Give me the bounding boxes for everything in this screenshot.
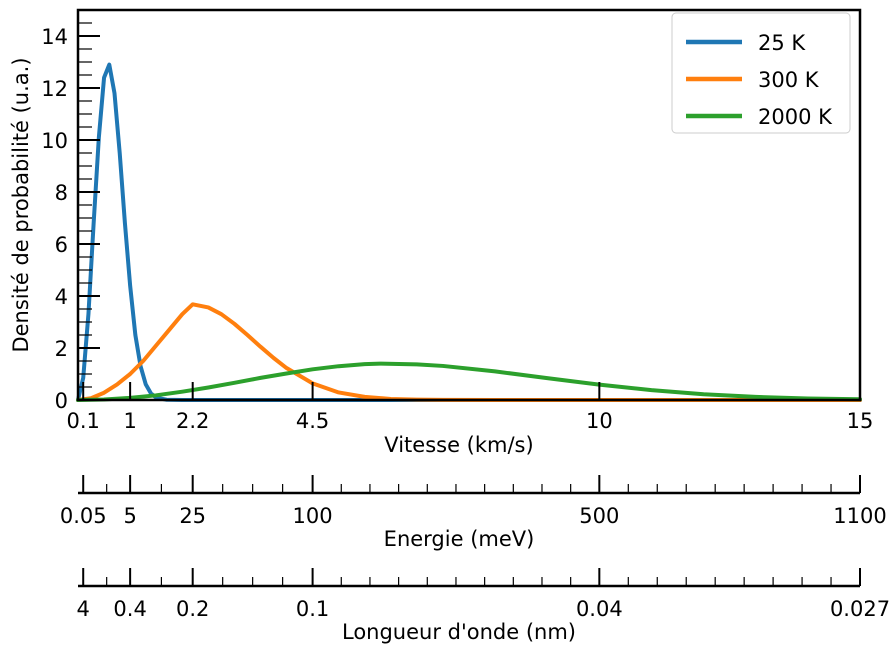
secondary-tick-label: 0.05 [60, 504, 107, 528]
secondary-tick-label: 4 [77, 597, 90, 621]
series-line-1 [76, 302, 862, 402]
secondary-tick-label: 100 [293, 504, 333, 528]
y-tick-label: 8 [55, 181, 68, 205]
x-tick-label: 0.1 [67, 409, 100, 433]
x-tick-label: 10 [586, 409, 613, 433]
y-tick-label: 14 [41, 25, 68, 49]
wavelength-axis: 4 0.4 0.2 0.1 0.04 0.027 [77, 568, 890, 621]
x-tick-label: 2.2 [176, 409, 209, 433]
legend-label: 25 K [758, 31, 806, 55]
x-tick-label: 1 [123, 409, 136, 433]
y-tick-label: 12 [41, 77, 68, 101]
y-tick-label: 0 [55, 389, 68, 413]
secondary-tick-label: 25 [179, 504, 206, 528]
secondary-tick-label: 0.1 [296, 597, 329, 621]
secondary-tick-label: 5 [123, 504, 136, 528]
legend-label: 300 K [758, 68, 820, 92]
y-tick-label: 4 [55, 285, 68, 309]
y-tick-label: 2 [55, 337, 68, 361]
x-tick-label: 4.5 [296, 409, 329, 433]
x-axis: 0.1 1 2.2 4.5 10 15 [67, 382, 874, 433]
y-axis-label: Densité de probabilité (u.a.) [9, 57, 33, 352]
y-tick-label: 10 [41, 129, 68, 153]
wavelength-axis-label: Longueur d'onde (nm) [342, 620, 576, 644]
secondary-tick-label: 0.2 [176, 597, 209, 621]
secondary-tick-label: 0.04 [576, 597, 623, 621]
y-axis: 0 2 4 6 8 10 12 14 [41, 9, 100, 413]
secondary-tick-label: 500 [579, 504, 619, 528]
energy-axis: 0.05 5 25 100 500 1100 [60, 475, 887, 528]
legend-label: 2000 K [758, 105, 833, 129]
x-axis-label: Vitesse (km/s) [384, 433, 533, 457]
series-line-2 [76, 361, 862, 402]
legend: 25 K 300 K 2000 K [671, 12, 851, 134]
secondary-tick-label: 0.027 [830, 597, 890, 621]
series-line-0 [76, 62, 862, 402]
secondary-tick-label: 0.4 [113, 597, 146, 621]
x-tick-label: 15 [847, 409, 874, 433]
secondary-tick-label: 1100 [833, 504, 886, 528]
energy-axis-label: Energie (meV) [384, 527, 535, 551]
y-tick-label: 6 [55, 233, 68, 257]
